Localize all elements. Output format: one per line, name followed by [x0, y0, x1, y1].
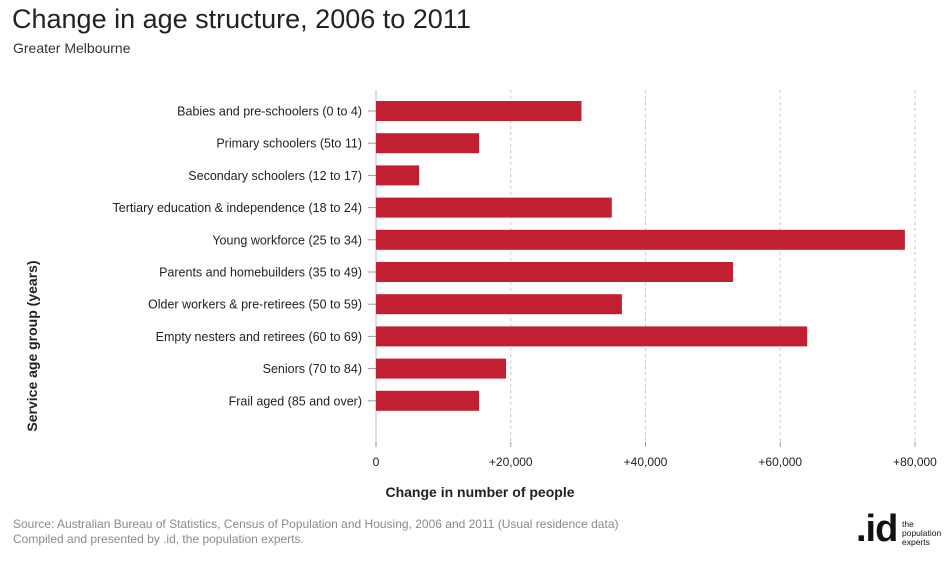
x-tick-label: +20,000: [489, 455, 533, 469]
id-logo: .id the population experts: [856, 508, 946, 558]
bar: [376, 326, 808, 347]
category-label: Older workers & pre-retirees (50 to 59): [148, 298, 362, 312]
category-label: Parents and homebuilders (35 to 49): [159, 266, 362, 280]
source-line: Source: Australian Bureau of Statistics,…: [13, 517, 619, 531]
logo-tag-2: population: [902, 528, 942, 538]
y-axis-label: Service age group (years): [24, 260, 40, 431]
source-note: Source: Australian Bureau of Statistics,…: [13, 517, 618, 547]
x-tick-label: +80,000: [893, 455, 937, 469]
bar: [376, 197, 612, 218]
category-labels: Babies and pre-schoolers (0 to 4) Primary…: [113, 105, 376, 408]
x-tick-label: +60,000: [758, 455, 802, 469]
bar: [376, 165, 420, 186]
bar: [376, 390, 480, 411]
bars: [376, 101, 905, 411]
x-tick-labels: 0 +20,000 +40,000 +60,000 +80,000: [373, 455, 938, 469]
bar: [376, 294, 622, 315]
category-label: Empty nesters and retirees (60 to 69): [156, 330, 362, 344]
bar-chart: Babies and pre-schoolers (0 to 4) Primary…: [24, 90, 938, 500]
bar: [376, 262, 734, 282]
logo-tag-1: the: [902, 519, 914, 529]
compiled-line: Compiled and presented by .id, the popul…: [13, 532, 304, 546]
x-tick-label: 0: [373, 455, 380, 469]
chart-title: Change in age structure, 2006 to 2011: [12, 4, 471, 34]
x-axis-label: Change in number of people: [385, 484, 574, 500]
bar: [376, 101, 582, 121]
bar: [376, 229, 905, 250]
chart-subtitle: Greater Melbourne: [13, 40, 131, 56]
category-label: Babies and pre-schoolers (0 to 4): [177, 105, 362, 119]
x-tick-label: +40,000: [624, 455, 668, 469]
category-label: Tertiary education & independence (18 to…: [113, 201, 362, 215]
category-label: Seniors (70 to 84): [263, 362, 362, 376]
logo-mark: .id: [856, 508, 898, 550]
bar: [376, 133, 480, 154]
category-label: Primary schoolers (5to 11): [216, 137, 362, 151]
category-label: Frail aged (85 and over): [229, 394, 362, 408]
category-label: Young workforce (25 to 34): [212, 233, 362, 247]
logo-tagline: the population experts: [902, 520, 946, 547]
logo-tag-3: experts: [902, 537, 930, 547]
category-label: Secondary schoolers (12 to 17): [188, 169, 362, 183]
bar: [376, 358, 507, 379]
